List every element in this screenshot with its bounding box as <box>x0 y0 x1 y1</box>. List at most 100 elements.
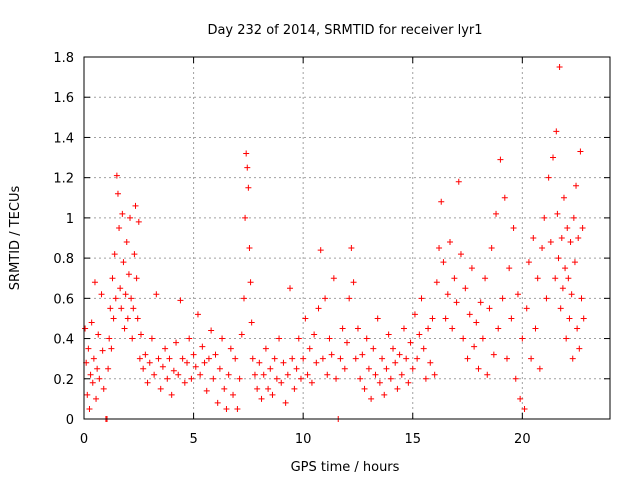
data-point <box>113 172 120 179</box>
data-point <box>308 379 315 386</box>
data-point <box>242 214 249 221</box>
data-point <box>416 331 423 338</box>
data-point <box>137 331 144 338</box>
data-point <box>89 379 96 386</box>
data-point <box>387 375 394 382</box>
data-point <box>221 385 228 392</box>
data-point <box>125 271 132 278</box>
data-point <box>525 259 532 266</box>
data-point <box>528 355 535 362</box>
data-point <box>212 351 219 358</box>
data-point <box>208 327 215 334</box>
data-point <box>486 305 493 312</box>
data-point <box>560 194 567 201</box>
data-point <box>431 371 438 378</box>
data-point <box>390 345 397 352</box>
y-tick-label: 1 <box>66 212 74 227</box>
data-point <box>385 331 392 338</box>
data-point <box>216 365 223 372</box>
data-point <box>166 355 173 362</box>
y-tick-label: 0 <box>66 413 74 428</box>
y-tick-label: 1.6 <box>53 91 74 106</box>
data-point <box>140 365 147 372</box>
x-tick-labels: 0 5 10 15 20 <box>80 432 531 447</box>
data-point <box>370 345 377 352</box>
data-point <box>109 275 116 282</box>
data-point <box>282 399 289 406</box>
data-point <box>84 391 91 398</box>
plot-frame <box>83 56 611 420</box>
data-point <box>422 375 429 382</box>
data-point <box>326 335 333 342</box>
data-point <box>205 355 212 362</box>
data-point <box>510 224 517 231</box>
data-point <box>575 235 582 241</box>
data-point <box>333 375 340 382</box>
data-point <box>90 355 97 362</box>
data-point <box>116 224 123 231</box>
data-point <box>230 391 237 398</box>
data-point <box>232 355 239 362</box>
data-point <box>383 365 390 372</box>
data-point <box>580 315 587 322</box>
data-point <box>376 379 383 386</box>
data-point <box>534 275 541 282</box>
data-point <box>311 331 318 338</box>
data-point <box>352 355 359 362</box>
y-tick-label: 0.8 <box>53 252 74 267</box>
data-point <box>403 355 410 362</box>
data-point <box>100 385 107 392</box>
data-point <box>497 156 504 163</box>
data-point <box>159 363 166 370</box>
data-point <box>475 365 482 372</box>
data-point <box>249 355 256 362</box>
data-point <box>236 375 243 382</box>
data-point <box>451 275 458 282</box>
data-point <box>499 295 506 302</box>
data-point <box>436 245 443 252</box>
data-point <box>543 295 550 302</box>
data-point <box>468 265 475 272</box>
data-point <box>569 355 576 362</box>
data-point <box>155 355 162 362</box>
data-point <box>562 265 569 272</box>
data-point <box>128 295 135 302</box>
data-point <box>523 305 530 312</box>
data-point <box>302 315 309 322</box>
data-point <box>130 305 137 312</box>
data-point <box>117 285 124 292</box>
data-point <box>508 315 515 322</box>
data-point <box>578 295 585 302</box>
data-point <box>567 239 574 246</box>
data-point <box>344 339 350 346</box>
data-point <box>151 371 158 378</box>
data-point <box>539 245 546 252</box>
x-tick-label: 20 <box>514 432 531 447</box>
data-point <box>144 379 151 386</box>
data-point <box>555 255 562 262</box>
data-point <box>330 275 337 282</box>
data-point <box>108 345 115 352</box>
data-point <box>105 365 112 372</box>
data-point <box>162 345 169 352</box>
data-point <box>381 391 388 398</box>
data-point <box>566 315 573 322</box>
data-point <box>398 371 405 378</box>
data-point <box>194 311 201 318</box>
data-point <box>95 331 102 338</box>
data-point <box>559 285 566 292</box>
data-point <box>563 335 570 342</box>
data-point <box>238 331 245 338</box>
x-tick-label: 0 <box>80 432 88 447</box>
data-point <box>227 345 234 352</box>
data-point <box>82 325 89 332</box>
data-point <box>134 315 141 322</box>
data-point <box>418 295 425 302</box>
data-point <box>99 347 106 354</box>
data-point <box>112 295 119 302</box>
data-point <box>248 319 255 326</box>
data-point <box>319 355 326 362</box>
data-point <box>315 305 322 312</box>
data-point <box>545 174 552 181</box>
data-point <box>120 259 127 266</box>
